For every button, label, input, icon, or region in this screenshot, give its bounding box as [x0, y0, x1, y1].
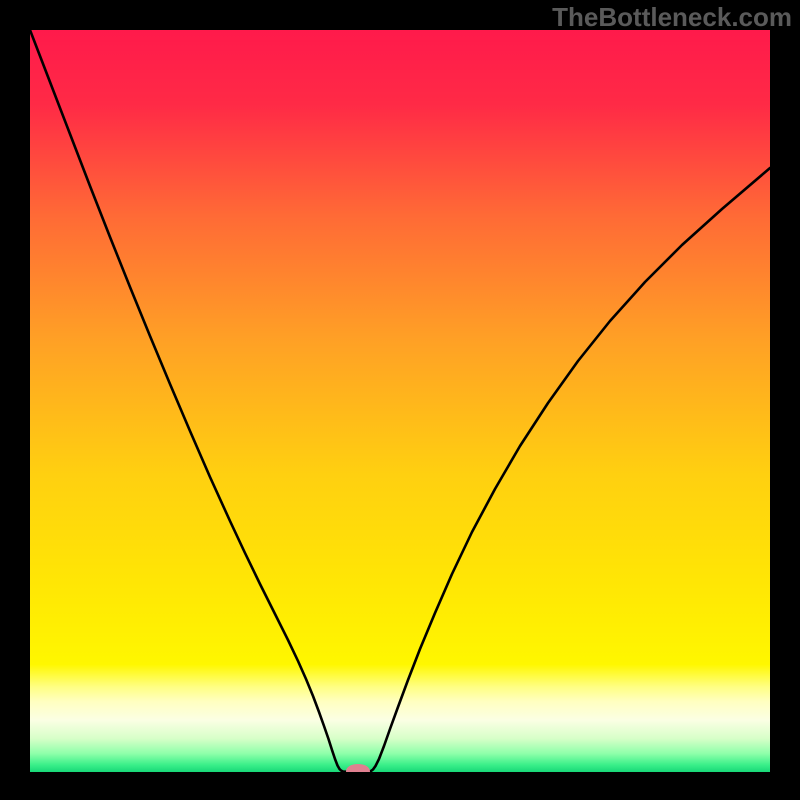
watermark-text: TheBottleneck.com	[552, 2, 792, 33]
bottleneck-chart	[0, 0, 800, 800]
gradient-background	[30, 30, 770, 772]
plot-area	[30, 30, 770, 778]
